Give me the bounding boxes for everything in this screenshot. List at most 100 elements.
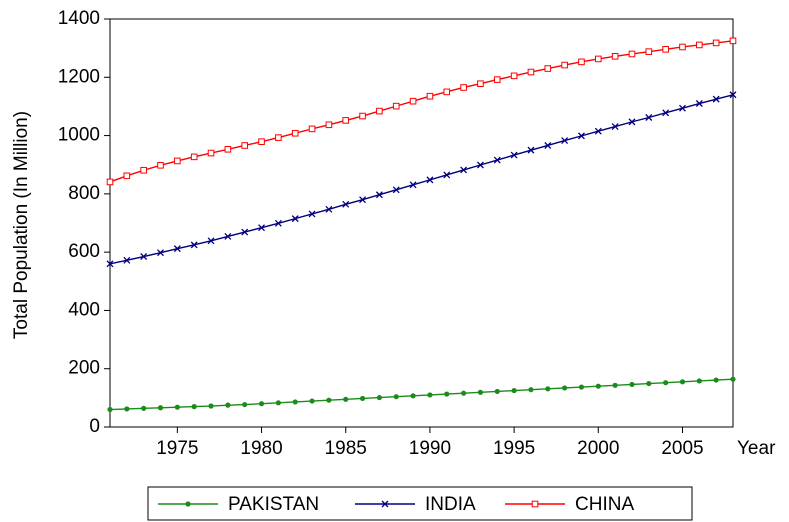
marker: [140, 253, 148, 260]
marker: [107, 406, 113, 413]
marker: [359, 196, 367, 204]
marker: [309, 398, 315, 404]
marker: [224, 232, 232, 240]
marker: [291, 215, 299, 223]
marker: [460, 84, 467, 91]
marker: [342, 117, 350, 124]
marker: [443, 88, 451, 96]
marker: [410, 393, 416, 399]
marker: [258, 224, 266, 232]
marker: [106, 178, 114, 186]
y-tick-label: 1200: [58, 66, 100, 87]
y-tick-label: 0: [89, 416, 100, 437]
marker: [157, 249, 164, 257]
x-tick-label: 1990: [409, 438, 451, 459]
marker: [494, 388, 500, 395]
y-tick-label: 600: [68, 241, 100, 262]
x-tick-label: 1995: [493, 438, 535, 459]
marker: [510, 72, 518, 80]
marker: [679, 379, 686, 385]
marker: [173, 245, 181, 253]
marker: [325, 121, 333, 129]
marker: [561, 137, 569, 144]
x-tick-label: 1985: [325, 438, 367, 459]
marker: [562, 385, 568, 391]
marker: [258, 401, 265, 407]
series-line: [109, 94, 734, 265]
marker: [712, 39, 720, 47]
y-axis-label: Total Population (In Million): [11, 111, 32, 339]
marker: [392, 102, 400, 110]
marker: [241, 228, 249, 236]
marker: [645, 114, 653, 121]
marker: [409, 181, 417, 189]
marker: [594, 127, 602, 135]
series-line: [109, 378, 734, 411]
marker: [663, 380, 669, 386]
marker: [628, 50, 636, 58]
marker: [207, 149, 215, 157]
marker: [444, 391, 450, 397]
marker: [545, 386, 551, 392]
marker: [646, 380, 652, 387]
series-line: [109, 40, 734, 183]
marker: [594, 55, 602, 63]
legend-label: INDIA: [425, 494, 476, 515]
marker: [157, 161, 164, 169]
marker: [578, 384, 585, 390]
marker: [730, 376, 736, 382]
marker: [376, 107, 383, 115]
marker: [241, 142, 249, 149]
marker: [531, 500, 539, 508]
marker: [258, 138, 265, 145]
marker: [325, 205, 333, 213]
marker: [577, 132, 585, 140]
marker: [185, 501, 191, 507]
marker: [140, 166, 147, 174]
marker: [191, 404, 197, 410]
marker: [460, 166, 468, 174]
x-tick-label: 2005: [661, 438, 703, 459]
marker: [527, 146, 535, 154]
marker: [381, 500, 389, 508]
x-axis-label: Year: [737, 438, 776, 459]
marker: [527, 68, 535, 76]
marker: [510, 151, 518, 159]
marker: [190, 241, 198, 249]
marker: [174, 404, 180, 410]
marker: [208, 403, 214, 409]
marker: [426, 176, 434, 184]
marker: [292, 399, 298, 405]
marker: [443, 171, 451, 179]
marker: [578, 58, 585, 66]
marker: [544, 65, 552, 72]
x-tick-label: 2000: [577, 438, 619, 459]
marker: [141, 405, 147, 411]
marker: [712, 95, 720, 103]
marker: [679, 43, 686, 51]
legend-label: PAKISTAN: [228, 494, 319, 515]
marker: [493, 76, 501, 83]
marker: [493, 156, 501, 164]
marker: [611, 53, 619, 60]
x-tick-label: 1975: [156, 438, 198, 459]
marker: [342, 200, 350, 208]
marker: [645, 48, 653, 55]
marker: [308, 210, 316, 218]
marker: [123, 256, 131, 264]
marker: [124, 406, 130, 412]
y-tick-label: 800: [68, 183, 100, 204]
marker: [729, 37, 737, 45]
marker: [242, 401, 248, 408]
marker: [392, 186, 400, 194]
marker: [225, 402, 231, 408]
marker: [729, 91, 737, 99]
marker: [695, 100, 703, 107]
marker: [612, 382, 618, 388]
marker: [123, 172, 131, 180]
marker: [662, 46, 669, 53]
marker: [393, 394, 399, 400]
marker: [174, 157, 181, 165]
marker: [190, 153, 198, 161]
marker: [629, 381, 635, 388]
